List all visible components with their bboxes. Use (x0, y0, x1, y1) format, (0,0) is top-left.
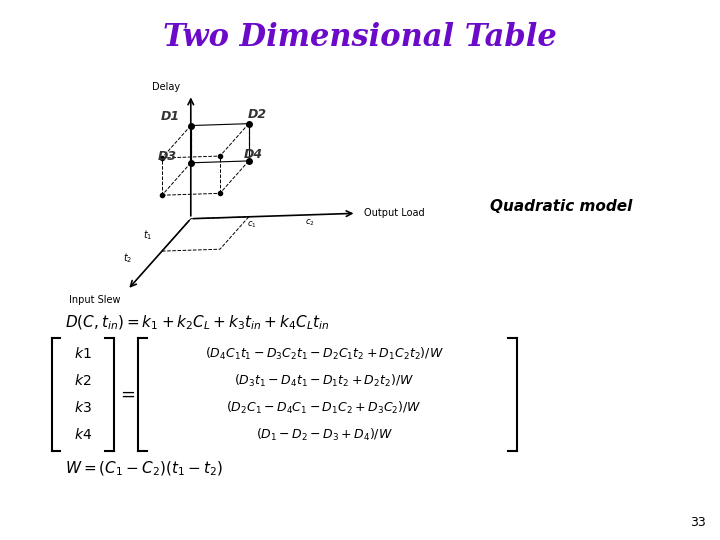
Text: $t_1$: $t_1$ (143, 228, 153, 242)
Text: Output Load: Output Load (364, 208, 424, 218)
Text: $k2$: $k2$ (74, 373, 91, 388)
Text: $D(C, t_{in}) = k_1 + k_2 C_L + k_3 t_{in} + k_4 C_L t_{in}$: $D(C, t_{in}) = k_1 + k_2 C_L + k_3 t_{i… (65, 313, 330, 332)
Text: D2: D2 (248, 108, 267, 122)
Text: D3: D3 (158, 150, 176, 163)
Text: $(D_1 - D_2 - D_3 + D_4)/W$: $(D_1 - D_2 - D_3 + D_4)/W$ (256, 427, 392, 443)
Text: $c_2$: $c_2$ (305, 218, 315, 228)
Text: Quadratic model: Quadratic model (490, 199, 633, 214)
Text: Input Slew: Input Slew (68, 295, 120, 306)
Text: D4: D4 (243, 147, 263, 161)
Text: $=$: $=$ (117, 385, 135, 403)
Text: Delay: Delay (151, 82, 180, 92)
Text: $(D_3 t_1 - D_4 t_1 - D_1 t_2 + D_2 t_2)/W$: $(D_3 t_1 - D_4 t_1 - D_1 t_2 + D_2 t_2)… (234, 373, 414, 389)
Text: 33: 33 (690, 516, 706, 529)
Text: $W = (C_1 - C_2)(t_1 - t_2)$: $W = (C_1 - C_2)(t_1 - t_2)$ (65, 460, 222, 478)
Text: Two Dimensional Table: Two Dimensional Table (163, 22, 557, 52)
Text: $t_2$: $t_2$ (123, 251, 132, 265)
Text: $(D_2 C_1 - D_4 C_1 - D_1 C_2 + D_3 C_2)/W$: $(D_2 C_1 - D_4 C_1 - D_1 C_2 + D_3 C_2)… (226, 400, 422, 416)
Text: $k1$: $k1$ (74, 346, 91, 361)
Text: $c_1$: $c_1$ (248, 220, 257, 230)
Text: $k3$: $k3$ (74, 400, 91, 415)
Text: $(D_4 C_1 t_1 - D_3 C_2 t_1 - D_2 C_1 t_2 + D_1 C_2 t_2)/W$: $(D_4 C_1 t_1 - D_3 C_2 t_1 - D_2 C_1 t_… (204, 346, 444, 362)
Text: D1: D1 (161, 110, 180, 123)
Text: $k4$: $k4$ (73, 427, 92, 442)
